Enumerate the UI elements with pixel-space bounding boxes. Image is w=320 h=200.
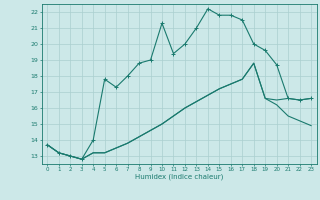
X-axis label: Humidex (Indice chaleur): Humidex (Indice chaleur) (135, 174, 223, 180)
